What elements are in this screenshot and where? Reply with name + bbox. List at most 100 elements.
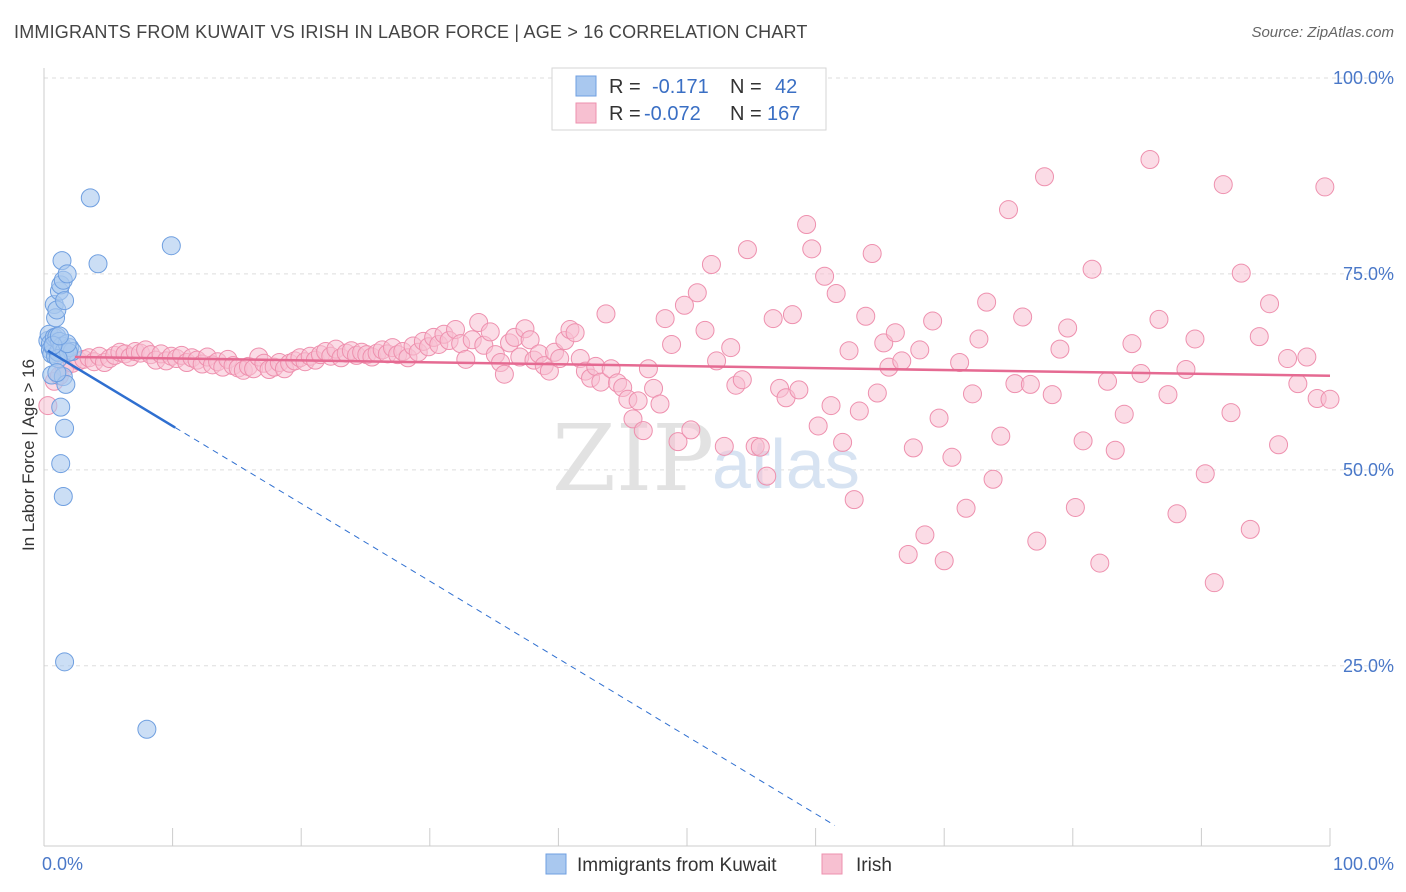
chart-title: IMMIGRANTS FROM KUWAIT VS IRISH IN LABOR…	[14, 22, 808, 42]
legend-swatch-irish	[575, 102, 597, 124]
irish-point-118	[655, 309, 675, 329]
irish-point-142	[808, 416, 828, 436]
irish-point-163	[934, 551, 954, 571]
irish-point-180	[1058, 318, 1078, 338]
irish-point-138	[782, 305, 802, 325]
irish-point-84	[480, 322, 500, 342]
irish-point-207	[1297, 347, 1317, 367]
irish-point-172	[999, 200, 1018, 220]
kuwait-point-18	[55, 291, 75, 311]
irish-point-197	[1204, 573, 1224, 593]
series-legend-swatch-kuwait	[545, 853, 567, 875]
irish-point-193	[1167, 504, 1187, 524]
irish-point-162	[929, 408, 949, 428]
x-tick-label-1: 100.0%	[1333, 854, 1394, 874]
irish-point-156	[892, 351, 912, 371]
irish-point-121	[674, 295, 694, 315]
irish-point-161	[923, 311, 943, 331]
kuwait-point-40	[49, 326, 69, 346]
kuwait-point-27	[51, 397, 71, 417]
irish-point-199	[1221, 403, 1241, 423]
irish-point-144	[821, 396, 841, 416]
irish-point-188	[1122, 334, 1142, 354]
irish-point-159	[910, 340, 930, 360]
irish-point-150	[856, 306, 876, 326]
irish-point-141	[802, 239, 822, 259]
irish-point-166	[956, 498, 976, 518]
irish-point-119	[662, 334, 682, 354]
kuwait-point-30	[53, 486, 73, 506]
irish-point-187	[1114, 404, 1134, 424]
irish-points	[38, 150, 1340, 593]
kuwait-points	[38, 188, 181, 739]
legend-swatch-kuwait	[575, 75, 597, 97]
irish-point-169	[977, 292, 997, 312]
irish-point-127	[714, 436, 734, 456]
irish-point-120	[668, 432, 688, 452]
y-tick-label-1: 75.0%	[1343, 264, 1394, 284]
irish-point-176	[1027, 531, 1047, 551]
y-axis-label: In Labor Force | Age > 16	[19, 359, 38, 551]
irish-point-139	[789, 380, 809, 400]
irish-point-178	[1042, 385, 1062, 405]
irish-point-158	[903, 438, 923, 458]
legend-n-label-1: N =	[730, 76, 762, 98]
irish-point-134	[757, 466, 777, 486]
irish-point-131	[737, 240, 757, 260]
trend-lines	[47, 349, 1331, 826]
irish-point-195	[1185, 329, 1205, 349]
irish-point-151	[862, 244, 882, 264]
irish-point-125	[701, 255, 721, 275]
irish-point-145	[826, 284, 846, 304]
y-tick-label-2: 50.0%	[1343, 460, 1394, 480]
kuwait-point-31	[55, 652, 75, 672]
irish-point-174	[1013, 307, 1033, 327]
series-legend-label-kuwait: Immigrants from Kuwait	[577, 855, 777, 876]
irish-point-167	[962, 384, 982, 404]
irish-point-183	[1082, 259, 1102, 279]
irish-point-175	[1020, 374, 1040, 394]
irish-point-184	[1090, 553, 1110, 573]
irish-point-149	[849, 401, 869, 421]
irish-point-190	[1140, 150, 1160, 170]
irish-point-165	[950, 352, 970, 372]
legend-r-label-2: R =	[609, 103, 641, 125]
irish-point-96	[539, 361, 559, 381]
irish-point-92	[520, 330, 540, 350]
irish-point-203	[1260, 294, 1280, 314]
irish-point-114	[633, 421, 653, 441]
irish-point-140	[797, 215, 817, 235]
irish-point-122	[681, 420, 701, 440]
legend-n-label-2: N =	[730, 103, 762, 125]
irish-point-130	[732, 370, 752, 390]
irish-point-101	[565, 323, 585, 343]
series-legend-label-irish: Irish	[856, 855, 892, 876]
irish-point-133	[750, 437, 770, 457]
irish-point-123	[687, 283, 707, 303]
irish-point-196	[1195, 464, 1215, 484]
kuwait-point-35	[137, 719, 157, 739]
y-tick-labels: 100.0% 75.0% 50.0% 25.0%	[1333, 68, 1394, 676]
irish-point-185	[1098, 371, 1118, 391]
irish-point-117	[650, 394, 670, 414]
irish-point-115	[638, 359, 658, 379]
legend-r-label-1: R =	[609, 76, 641, 98]
irish-point-179	[1050, 339, 1070, 359]
irish-point-206	[1288, 374, 1308, 394]
irish-point-80	[456, 349, 476, 369]
kuwait-point-32	[80, 188, 100, 208]
kuwait-point-41	[47, 363, 67, 383]
kuwait-point-29	[51, 454, 71, 474]
irish-point-191	[1149, 309, 1169, 329]
x-tick-labels: 0.0% 100.0%	[42, 854, 1394, 874]
irish-point-113	[628, 391, 648, 411]
axes	[43, 68, 1331, 847]
irish-point-192	[1158, 385, 1178, 405]
kuwait-point-28	[55, 418, 75, 438]
legend-r-value-1: -0.171	[652, 76, 709, 98]
irish-point-209	[1315, 177, 1335, 197]
legend-n-value-1: 42	[775, 76, 797, 98]
irish-point-170	[983, 469, 1003, 489]
irish-point-152	[867, 383, 887, 403]
irish-point-186	[1105, 440, 1125, 460]
